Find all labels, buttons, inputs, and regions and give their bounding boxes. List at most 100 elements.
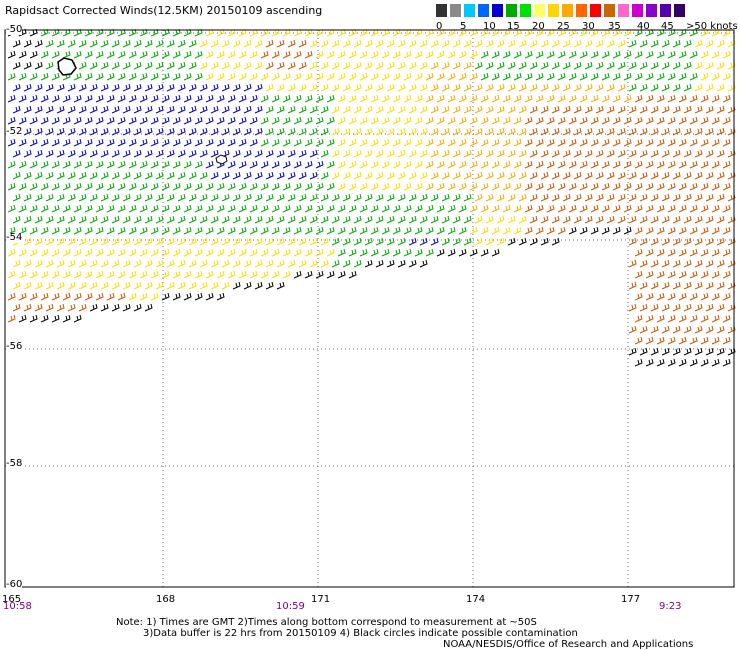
wind-barb — [348, 160, 357, 169]
wind-barb — [106, 226, 115, 235]
wind-barb — [282, 50, 291, 59]
wind-barb — [584, 83, 593, 92]
wind-barb — [474, 61, 483, 70]
wind-barb — [606, 83, 615, 92]
wind-barb — [711, 94, 720, 103]
wind-barb — [188, 83, 197, 92]
wind-barb — [117, 226, 126, 235]
wind-barb — [705, 171, 714, 180]
wind-barb — [199, 105, 208, 114]
wind-barb — [650, 215, 659, 224]
wind-barb — [232, 171, 241, 180]
wind-barb — [232, 193, 241, 202]
wind-barb — [595, 105, 604, 114]
wind-barb — [419, 171, 428, 180]
wind-barb — [18, 182, 27, 191]
wind-barb — [722, 160, 731, 169]
wind-barb — [34, 149, 43, 158]
wind-barb — [678, 116, 687, 125]
wind-barb — [661, 193, 670, 202]
wind-barb — [62, 292, 71, 301]
wind-barb — [551, 149, 560, 158]
wind-barb — [144, 61, 153, 70]
wind-barb — [546, 94, 555, 103]
wind-barb — [315, 248, 324, 257]
wind-barb — [232, 39, 241, 48]
wind-barb — [309, 171, 318, 180]
wind-barb — [524, 72, 533, 81]
wind-barb — [139, 138, 148, 147]
wind-barb — [67, 171, 76, 180]
wind-barb — [645, 50, 654, 59]
wind-barb — [23, 127, 32, 136]
wind-barb — [452, 237, 461, 246]
auckland-islands — [57, 57, 77, 76]
wind-barb — [656, 138, 665, 147]
wind-barb — [276, 149, 285, 158]
wind-barb — [40, 314, 49, 323]
wind-barb — [463, 193, 472, 202]
wind-barb — [238, 50, 247, 59]
wind-barb — [705, 237, 714, 246]
wind-barb — [672, 171, 681, 180]
wind-barb — [634, 182, 643, 191]
wind-barb — [144, 303, 153, 312]
wind-barb — [722, 314, 731, 323]
wind-barb — [144, 193, 153, 202]
wind-barb — [249, 160, 258, 169]
note-line-2: 3)Data buffer is 22 hrs from 20150109 4)… — [143, 628, 578, 639]
wind-barb — [161, 292, 170, 301]
wind-barb — [216, 204, 225, 213]
wind-barb — [639, 303, 648, 312]
lat-label-54: -54 — [6, 232, 23, 243]
wind-barb — [463, 61, 472, 70]
wind-barb — [683, 259, 692, 268]
wind-barb — [298, 193, 307, 202]
wind-barb — [128, 72, 137, 81]
wind-barb — [678, 226, 687, 235]
wind-barb — [447, 204, 456, 213]
wind-barb — [689, 248, 698, 257]
wind-barb — [672, 325, 681, 334]
wind-barb — [177, 171, 186, 180]
wind-barb — [722, 50, 731, 59]
wind-barb — [183, 270, 192, 279]
wind-barb — [133, 193, 142, 202]
wind-barb — [320, 193, 329, 202]
wind-barb — [381, 116, 390, 125]
wind-barb — [144, 281, 153, 290]
wind-barb — [100, 237, 109, 246]
wind-barb — [100, 215, 109, 224]
wind-barb — [271, 138, 280, 147]
wind-barb — [392, 50, 401, 59]
wind-barb — [128, 182, 137, 191]
wind-barb — [359, 94, 368, 103]
wind-barb — [84, 226, 93, 235]
wind-barb — [238, 116, 247, 125]
wind-barb — [667, 204, 676, 213]
wind-barb — [304, 248, 313, 257]
wind-barb — [161, 116, 170, 125]
wind-barb — [474, 105, 483, 114]
wind-barb — [359, 182, 368, 191]
wind-barb — [441, 83, 450, 92]
wind-barb — [430, 171, 439, 180]
wind-barb — [540, 215, 549, 224]
wind-barb — [507, 237, 516, 246]
wind-barb — [529, 39, 538, 48]
wind-barb — [557, 226, 566, 235]
time-label-left: 10:58 — [3, 601, 32, 612]
wind-barb — [216, 116, 225, 125]
wind-barb — [144, 171, 153, 180]
wind-barb — [436, 204, 445, 213]
wind-barb — [700, 50, 709, 59]
wind-barb — [403, 248, 412, 257]
wind-barb — [573, 171, 582, 180]
wind-barb — [188, 171, 197, 180]
wind-barb — [353, 127, 362, 136]
wind-barb — [436, 226, 445, 235]
wind-barb — [221, 61, 230, 70]
wind-barb — [337, 270, 346, 279]
wind-barb — [705, 259, 714, 268]
wind-barb — [364, 171, 373, 180]
